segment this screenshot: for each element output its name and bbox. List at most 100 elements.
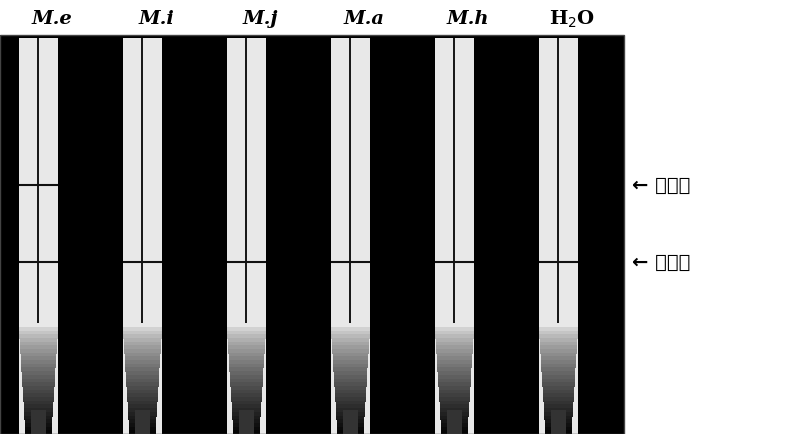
Bar [18,323,58,328]
Bar [37,39,39,323]
Bar [123,331,162,335]
Bar [20,338,58,343]
Bar [337,419,364,424]
Bar [542,372,575,376]
Bar [540,349,577,354]
Bar [22,375,55,380]
Bar [543,394,574,398]
Bar [226,39,266,434]
Bar [441,416,469,420]
Bar [129,419,156,424]
Bar [228,349,265,354]
Bar [21,360,56,365]
Bar [542,375,575,380]
Bar [337,416,365,420]
Bar [228,338,266,343]
Bar [542,364,576,368]
Bar [434,39,474,434]
Bar [0,36,624,434]
Bar [545,427,572,431]
Bar [230,375,263,380]
Bar [22,386,54,391]
Bar [24,404,53,409]
Bar [24,412,53,417]
Bar [231,394,262,398]
Bar [231,401,262,405]
Bar [127,401,158,405]
Bar [544,412,573,417]
Bar [541,353,576,358]
Bar [26,431,51,434]
Bar [129,423,156,427]
Bar [126,382,158,387]
Bar [229,357,264,361]
Bar [22,382,54,387]
Bar [336,412,365,417]
Bar [441,427,468,431]
Bar [545,419,572,424]
Bar [126,364,160,368]
Bar [231,390,262,395]
Bar [434,323,474,328]
Bar [442,431,467,434]
Bar [541,360,576,365]
Bar [332,342,369,346]
Bar [232,412,261,417]
Bar [23,397,54,402]
Bar [435,331,474,335]
Bar [238,410,254,434]
Bar [545,416,573,420]
Bar [123,327,162,332]
Bar [540,342,577,346]
Bar [437,360,472,365]
Bar [334,364,368,368]
Text: M.h: M.h [446,10,490,28]
Bar [331,327,370,332]
Bar [124,342,161,346]
Bar [228,342,265,346]
Bar [0,0,624,36]
Bar [436,349,473,354]
Bar [233,419,260,424]
Bar [331,331,370,335]
Bar [334,375,367,380]
Bar [23,390,54,395]
Bar [230,364,264,368]
Bar [127,394,158,398]
Bar [540,345,577,350]
Bar [438,372,471,376]
Bar [438,386,470,391]
Bar [337,427,364,431]
Bar [124,349,161,354]
Bar [557,39,559,323]
Bar [332,338,370,343]
Bar [25,419,52,424]
Bar [25,423,52,427]
Bar [232,408,261,413]
Bar [333,357,368,361]
Bar [230,368,263,372]
Bar [334,379,366,383]
Bar [129,416,157,420]
Bar [333,360,368,365]
Bar [122,39,162,434]
Bar [227,335,266,339]
Bar [539,335,578,339]
Bar [543,397,574,402]
Bar [624,0,800,434]
Bar [126,368,159,372]
Bar [129,427,156,431]
Bar [334,372,367,376]
Bar [23,401,54,405]
Bar [440,412,469,417]
Bar [18,39,58,434]
Bar [441,419,468,424]
Bar [330,39,370,434]
Bar [539,327,578,332]
Bar [127,397,158,402]
Bar [440,404,469,409]
Bar [231,397,262,402]
Bar [437,353,472,358]
Text: M.e: M.e [32,10,72,28]
Bar [439,390,470,395]
